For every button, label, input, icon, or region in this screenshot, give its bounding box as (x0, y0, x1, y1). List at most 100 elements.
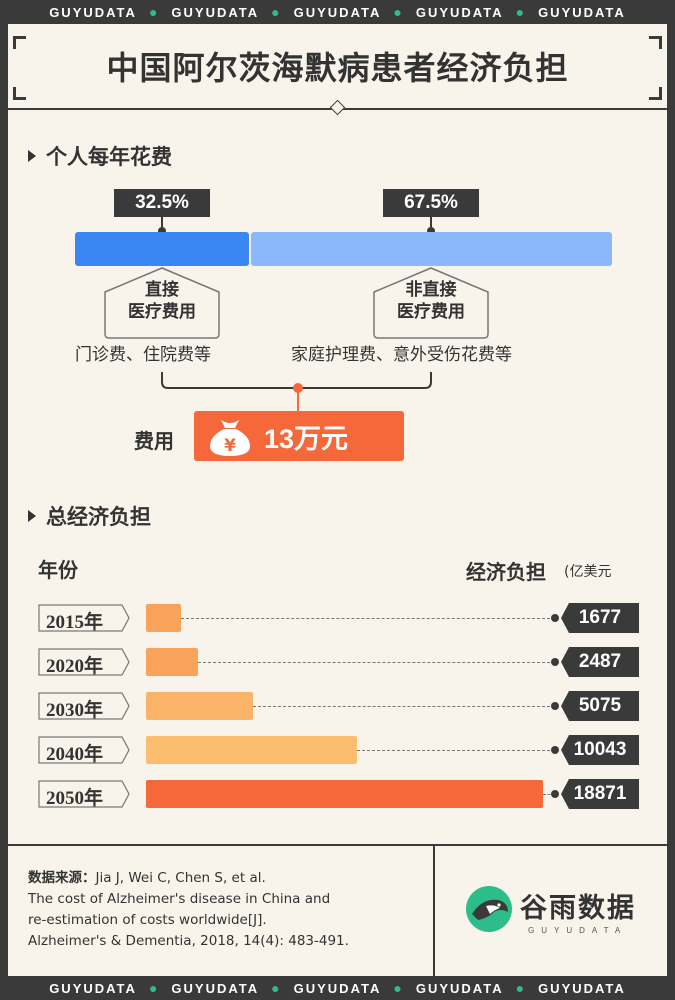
brace-connector (161, 372, 432, 412)
brand-logo: 谷雨数据 GUYUDATA (464, 882, 644, 938)
watermark-text: GUYUDATA (171, 4, 260, 20)
value-label: 10043 (561, 735, 639, 765)
watermark-text: GUYUDATA (293, 4, 382, 20)
year-tag: 2040年 (38, 736, 130, 765)
watermark-dot-icon: ● (393, 4, 404, 20)
watermark-text: GUYUDATA (415, 980, 504, 996)
watermark-strip-top: GUYUDATA ● GUYUDATA ● GUYUDATA ● GUYUDATA ● GUYU… (0, 0, 675, 24)
direct-pct-label: 32.5% (114, 189, 210, 217)
watermark-dot-icon: ● (271, 4, 282, 20)
watermark-text: GUYUDATA (415, 4, 504, 20)
leader-line (543, 794, 555, 795)
leader-line (181, 618, 555, 619)
value-label: 1677 (561, 603, 639, 633)
infographic-card: 中国阿尔茨海默病患者经济负担 个人每年花费 32.5% 67.5% 直接 医疗费… (8, 24, 667, 976)
title-box: 中国阿尔茨海默病患者经济负担 (8, 24, 667, 110)
pin-dot (427, 227, 435, 235)
leader-dot (551, 658, 559, 666)
split-bar-indirect (251, 232, 612, 266)
pin-dot (158, 227, 166, 235)
bar-2015年 (146, 604, 182, 632)
logo-subtitle: GUYUDATA (528, 926, 628, 935)
triangle-bullet-icon (28, 510, 36, 522)
watermark-text: GUYUDATA (538, 980, 626, 996)
source-line: Alzheimer's & Dementia, 2018, 14(4): 483… (28, 933, 349, 949)
watermark-dot-icon: ● (271, 980, 282, 996)
value-label: 5075 (561, 691, 639, 721)
leader-line (252, 706, 555, 707)
direct-tag-outline (104, 267, 220, 339)
footer-vertical-divider (433, 844, 435, 976)
bar-2020年 (146, 648, 199, 676)
corner-decoration (13, 87, 26, 100)
watermark-dot-icon: ● (148, 980, 160, 996)
footer-divider (8, 844, 667, 846)
column-header-burden: 经济负担 (466, 560, 546, 584)
leader-dot (551, 614, 559, 622)
indirect-tag-line1: 非直接 (405, 280, 457, 300)
value-label: 18871 (561, 779, 639, 809)
leader-dot (551, 702, 559, 710)
corner-decoration (649, 36, 662, 49)
source-line: The cost of Alzheimer's disease in China… (28, 891, 331, 907)
watermark-text: GUYUDATA (293, 980, 382, 996)
direct-tag-label: 直接 医疗费用 (105, 279, 219, 323)
indirect-pct-label: 67.5% (383, 189, 479, 217)
source-citation: 数据来源：Jia J, Wei C, Chen S, et al. The co… (28, 868, 428, 952)
section-title-text: 个人每年花费 (46, 145, 172, 169)
svg-text:¥: ¥ (224, 436, 236, 456)
direct-desc: 门诊费、住院费等 (75, 345, 211, 365)
indirect-desc: 家庭护理费、意外受伤花费等 (291, 345, 512, 365)
year-label: 2020年 (46, 656, 104, 677)
cost-value: 13万元 (264, 423, 349, 454)
section-title-text: 总经济负担 (46, 505, 151, 529)
watermark-text: GUYUDATA (49, 4, 137, 20)
year-tag: 2030年 (38, 692, 130, 721)
watermark-text: GUYUDATA (49, 980, 137, 996)
watermark-dot-icon: ● (148, 4, 160, 20)
leader-dot (551, 790, 559, 798)
bar-2030年 (146, 692, 253, 720)
leader-line (357, 750, 555, 751)
triangle-bullet-icon (28, 150, 36, 162)
section-title-total-burden: 总经济负担 (28, 501, 151, 531)
year-label: 2030年 (46, 700, 104, 721)
year-tag: 2050年 (38, 780, 130, 809)
bar-2050年 (146, 780, 544, 808)
section-title-personal-cost: 个人每年花费 (28, 141, 172, 171)
watermark-dot-icon: ● (393, 980, 404, 996)
watermark-dot-icon: ● (515, 4, 527, 20)
cost-label: 费用 (134, 429, 174, 453)
cost-badge: ¥ 13万元 (194, 411, 404, 461)
year-tag: 2015年 (38, 604, 130, 633)
callout-tags (104, 267, 489, 339)
split-bar-direct (75, 232, 249, 266)
source-line: Jia J, Wei C, Chen S, et al. (95, 870, 266, 886)
year-label: 2015年 (46, 612, 104, 633)
guyu-bird-logo-icon (466, 886, 512, 932)
bar-2040年 (146, 736, 358, 764)
corner-decoration (649, 87, 662, 100)
year-label: 2040年 (46, 744, 104, 765)
indirect-tag-line2: 医疗费用 (397, 302, 465, 322)
column-header-unit: (亿美元 (564, 564, 612, 580)
watermark-text: GUYUDATA (171, 980, 260, 996)
pin-line (430, 217, 432, 231)
year-label: 2050年 (46, 788, 104, 809)
source-label: 数据来源： (28, 870, 96, 886)
indirect-tag-label: 非直接 医疗费用 (374, 279, 488, 323)
leader-dot (551, 746, 559, 754)
year-tag: 2020年 (38, 648, 130, 677)
page-title: 中国阿尔茨海默病患者经济负担 (106, 49, 569, 87)
column-header-year: 年份 (38, 558, 78, 582)
direct-tag-line1: 直接 (145, 280, 179, 300)
watermark-dot-icon: ● (515, 980, 527, 996)
logo-name: 谷雨数据 (520, 893, 636, 924)
leader-line (198, 662, 555, 663)
indirect-tag-outline (373, 267, 489, 339)
source-line: re‐estimation of costs worldwide[J]. (28, 912, 267, 928)
value-label: 2487 (561, 647, 639, 677)
pin-line (161, 217, 163, 231)
watermark-text: GUYUDATA (538, 4, 626, 20)
corner-decoration (13, 36, 26, 49)
